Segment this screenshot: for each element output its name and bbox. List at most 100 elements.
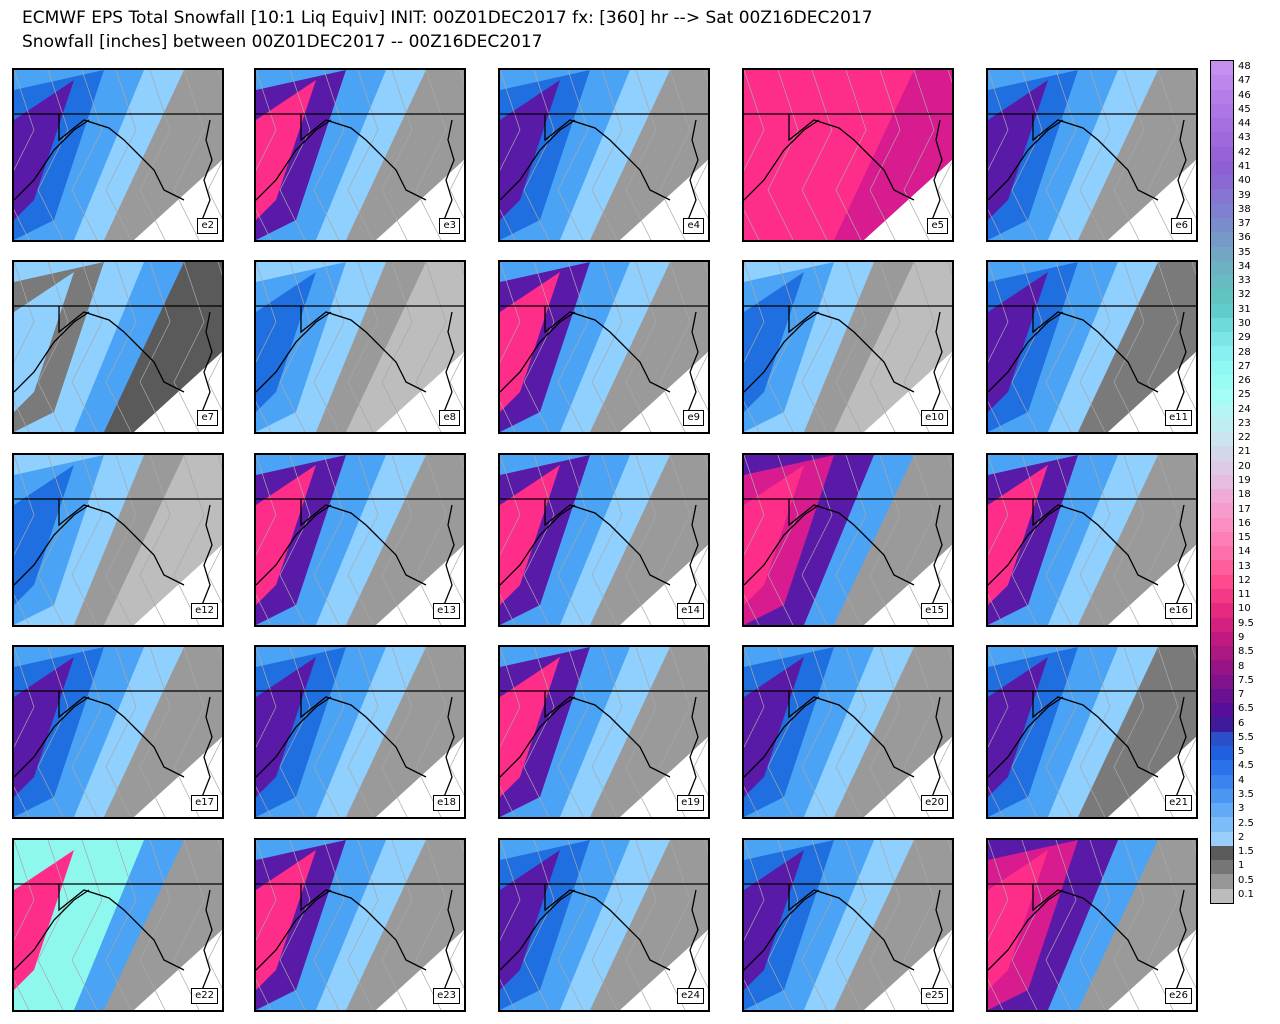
county-line xyxy=(313,647,345,817)
ensemble-panel-e24: e24 xyxy=(498,838,710,1012)
county-line xyxy=(313,262,345,432)
legend-swatch xyxy=(1211,803,1233,818)
county-line xyxy=(256,840,277,1010)
ensemble-panel-e5: e5 xyxy=(742,68,954,242)
county-line xyxy=(625,262,657,432)
legend-label: 6 xyxy=(1238,717,1245,729)
county-line xyxy=(1113,455,1145,625)
county-line xyxy=(1079,262,1111,432)
ensemble-panel-e20: e20 xyxy=(742,645,954,819)
state-boundary-line xyxy=(14,696,90,778)
ensemble-member-label: e9 xyxy=(683,410,704,426)
county-line xyxy=(988,262,1009,432)
state-boundary-line xyxy=(58,884,185,971)
county-line xyxy=(279,262,311,432)
county-line xyxy=(381,70,413,240)
county-line xyxy=(988,70,1009,240)
county-line xyxy=(207,840,222,989)
legend-swatch xyxy=(1211,160,1233,176)
ensemble-member-label: e5 xyxy=(927,218,948,234)
county-line xyxy=(744,262,765,432)
county-line xyxy=(869,647,901,817)
legend-label: 7 xyxy=(1238,689,1245,701)
legend-label: 43 xyxy=(1238,132,1251,144)
ensemble-member-label: e2 xyxy=(197,218,218,234)
coastline xyxy=(201,889,213,991)
county-line xyxy=(449,262,464,411)
county-line xyxy=(37,840,69,1010)
county-line xyxy=(381,647,413,817)
county-line xyxy=(207,455,222,604)
county-line xyxy=(1045,647,1077,817)
state-boundary-line xyxy=(1032,884,1159,971)
legend-label: 17 xyxy=(1238,503,1251,515)
legend-swatch xyxy=(1211,189,1233,205)
legend-swatch xyxy=(1211,746,1233,761)
county-line xyxy=(14,70,35,240)
ensemble-member-label: e22 xyxy=(191,988,218,1004)
coastline xyxy=(201,504,213,606)
state-boundary-line xyxy=(14,311,90,393)
legend-label: 19 xyxy=(1238,475,1251,486)
county-line xyxy=(744,70,765,240)
ensemble-member-label: e15 xyxy=(921,603,948,619)
county-line xyxy=(801,70,833,240)
county-line xyxy=(801,647,833,817)
county-line xyxy=(659,647,691,817)
ensemble-panel-e2: e2 xyxy=(12,68,224,242)
legend-label: 28 xyxy=(1238,346,1251,358)
legend-label: 11 xyxy=(1238,589,1251,601)
state-boundary-line xyxy=(744,119,820,201)
county-line xyxy=(37,70,69,240)
county-line xyxy=(1011,840,1043,1010)
county-line xyxy=(105,262,137,432)
ensemble-panel-e19: e19 xyxy=(498,645,710,819)
legend-label: 4.5 xyxy=(1238,760,1254,772)
state-boundary-line xyxy=(788,691,915,778)
county-line xyxy=(591,455,623,625)
county-line xyxy=(801,455,833,625)
ensemble-member-label: e10 xyxy=(921,410,948,426)
legend-swatch xyxy=(1211,474,1233,490)
county-line xyxy=(173,455,205,625)
state-boundary-line xyxy=(500,889,576,971)
county-line xyxy=(279,455,311,625)
legend-swatch xyxy=(1211,217,1233,233)
coastline xyxy=(443,504,455,606)
legend-label: 5 xyxy=(1238,746,1245,758)
coastline xyxy=(201,311,213,413)
ensemble-member-label: e16 xyxy=(1165,603,1192,619)
ensemble-panel-e14: e14 xyxy=(498,453,710,627)
ensemble-member-label: e18 xyxy=(433,795,460,811)
legend-label: 14 xyxy=(1238,546,1251,558)
legend-swatch xyxy=(1211,103,1233,119)
legend-swatch xyxy=(1211,660,1233,676)
legend-label: 30 xyxy=(1238,318,1251,330)
county-line xyxy=(557,647,589,817)
ensemble-panel-e25: e25 xyxy=(742,838,954,1012)
legend-swatch xyxy=(1211,646,1233,661)
county-line xyxy=(173,840,205,1010)
legend-label: 32 xyxy=(1238,289,1251,301)
county-line xyxy=(659,262,691,432)
legend-swatch xyxy=(1211,132,1233,148)
state-boundary-line xyxy=(58,691,185,778)
legend-label: 15 xyxy=(1238,532,1251,544)
county-line xyxy=(903,455,935,625)
county-line xyxy=(313,455,345,625)
county-line xyxy=(903,262,935,432)
legend-swatch xyxy=(1211,517,1233,533)
county-line xyxy=(347,70,379,240)
legend-swatch xyxy=(1211,589,1233,604)
county-line xyxy=(659,70,691,240)
county-line xyxy=(801,840,833,1010)
county-line xyxy=(835,840,867,1010)
coastline xyxy=(687,696,699,798)
county-line xyxy=(1011,70,1043,240)
county-line xyxy=(693,70,708,219)
state-boundary-line xyxy=(256,119,332,201)
county-line xyxy=(835,647,867,817)
legend-swatch xyxy=(1211,175,1233,190)
legend-label: 24 xyxy=(1238,403,1251,415)
